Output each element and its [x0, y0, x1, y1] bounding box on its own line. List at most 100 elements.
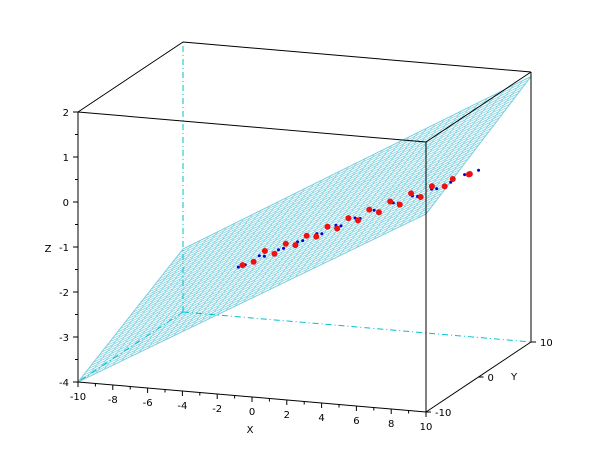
- data-point: [262, 254, 266, 258]
- data-point: [301, 239, 305, 243]
- y-tick-label: -10: [435, 408, 451, 419]
- data-point: [372, 208, 376, 212]
- plane-mesh-line: [156, 209, 262, 345]
- hidden-edge: [182, 311, 532, 343]
- x-tick-label: -4: [177, 401, 187, 412]
- x-tick-label: -8: [108, 395, 118, 406]
- data-point: [236, 265, 240, 269]
- plane-mesh-line: [190, 192, 297, 328]
- box-edge: [425, 71, 532, 143]
- data-point: [465, 171, 472, 178]
- z-tick-label: -1: [59, 243, 69, 254]
- data-point: [387, 198, 394, 205]
- plane-mesh-line: [303, 136, 410, 274]
- y-axis-title: Y: [510, 372, 518, 383]
- z-tick-label: -2: [59, 288, 69, 299]
- data-point: [375, 209, 382, 216]
- plane-mesh-line: [103, 235, 210, 370]
- y-tick-label: 0: [488, 373, 494, 384]
- plane-mesh-line: [417, 80, 523, 219]
- data-point: [320, 232, 324, 236]
- data-point: [428, 183, 435, 190]
- plane-mesh-line: [312, 132, 419, 269]
- data-point: [313, 233, 320, 240]
- plane-mesh-line: [269, 153, 375, 290]
- plane-mesh-line: [173, 201, 279, 337]
- data-point: [271, 250, 278, 257]
- data-point: [303, 232, 310, 239]
- box-edge: [182, 41, 532, 73]
- data-point: [282, 240, 289, 247]
- x-tick-label: -2: [212, 404, 222, 415]
- plane-mesh-line: [121, 227, 227, 362]
- data-point: [324, 223, 331, 230]
- plane-mesh-line: [399, 89, 506, 227]
- data-point: [282, 246, 286, 250]
- z-tick-label: 0: [63, 198, 69, 209]
- data-point: [463, 173, 467, 177]
- hidden-edge: [77, 311, 184, 383]
- x-tick-label: 4: [318, 413, 324, 424]
- plane-mesh-line: [138, 218, 245, 353]
- data-point: [408, 190, 415, 197]
- data-point: [339, 224, 343, 228]
- bounding-box: [77, 41, 532, 413]
- data-point: [261, 247, 268, 254]
- plane-mesh-line: [321, 128, 427, 265]
- data-point: [441, 183, 448, 190]
- data-point: [239, 262, 246, 269]
- plane-mesh-line: [225, 175, 332, 311]
- plane-mesh-line: [234, 171, 340, 307]
- plane-mesh-line: [208, 184, 314, 320]
- data-point: [355, 217, 362, 224]
- plane-mesh-line: [164, 205, 271, 341]
- z-tick-label: -3: [59, 333, 69, 344]
- box-edge: [77, 111, 427, 143]
- plane-mesh-line: [408, 84, 514, 223]
- x-tick-label: 0: [249, 407, 255, 418]
- plane-mesh-line: [251, 162, 358, 299]
- plane-mesh-line: [330, 123, 436, 261]
- plane-mesh-line: [95, 240, 201, 374]
- x-tick-label: -6: [143, 398, 153, 409]
- x-axis-title: X: [247, 425, 254, 436]
- plane-mesh-line: [286, 145, 393, 282]
- plane-mesh-line: [390, 93, 497, 232]
- data-point: [292, 242, 299, 249]
- data-point: [257, 254, 261, 258]
- plane-mesh-line: [182, 197, 288, 332]
- plane-mesh-line: [216, 179, 323, 316]
- x-tick-label: 2: [284, 410, 290, 421]
- data-point: [435, 187, 439, 191]
- plane-mesh-line: [112, 231, 219, 366]
- x-tick-label: 10: [420, 422, 433, 433]
- data-point: [250, 258, 257, 265]
- plane-mesh-line: [347, 115, 453, 253]
- plane-mesh-line: [147, 214, 253, 349]
- plane-mesh-line: [295, 140, 401, 278]
- plane-mesh-line: [260, 158, 366, 295]
- data-point: [477, 168, 481, 172]
- plane-mesh-line: [364, 106, 471, 244]
- x-tick-label: 6: [353, 416, 359, 427]
- data-point: [276, 248, 280, 252]
- data-point: [396, 201, 403, 208]
- plane-mesh-line: [199, 188, 306, 324]
- series-2: [239, 170, 473, 269]
- plane-mesh-line: [356, 110, 462, 248]
- data-point: [417, 193, 424, 200]
- data-point: [334, 225, 341, 232]
- data-series: [236, 168, 481, 269]
- plane-mesh-line: [382, 97, 488, 236]
- z-tick-label: 1: [63, 153, 69, 164]
- plane-mesh-line: [243, 166, 349, 303]
- x-tick-label: 8: [388, 419, 394, 430]
- data-point: [345, 215, 352, 222]
- hidden-box-edges: [77, 42, 532, 383]
- z-axis-title: Z: [45, 244, 52, 255]
- z-tick-label: -4: [59, 378, 69, 389]
- plane-mesh-line: [86, 244, 192, 379]
- box-edge: [77, 41, 184, 113]
